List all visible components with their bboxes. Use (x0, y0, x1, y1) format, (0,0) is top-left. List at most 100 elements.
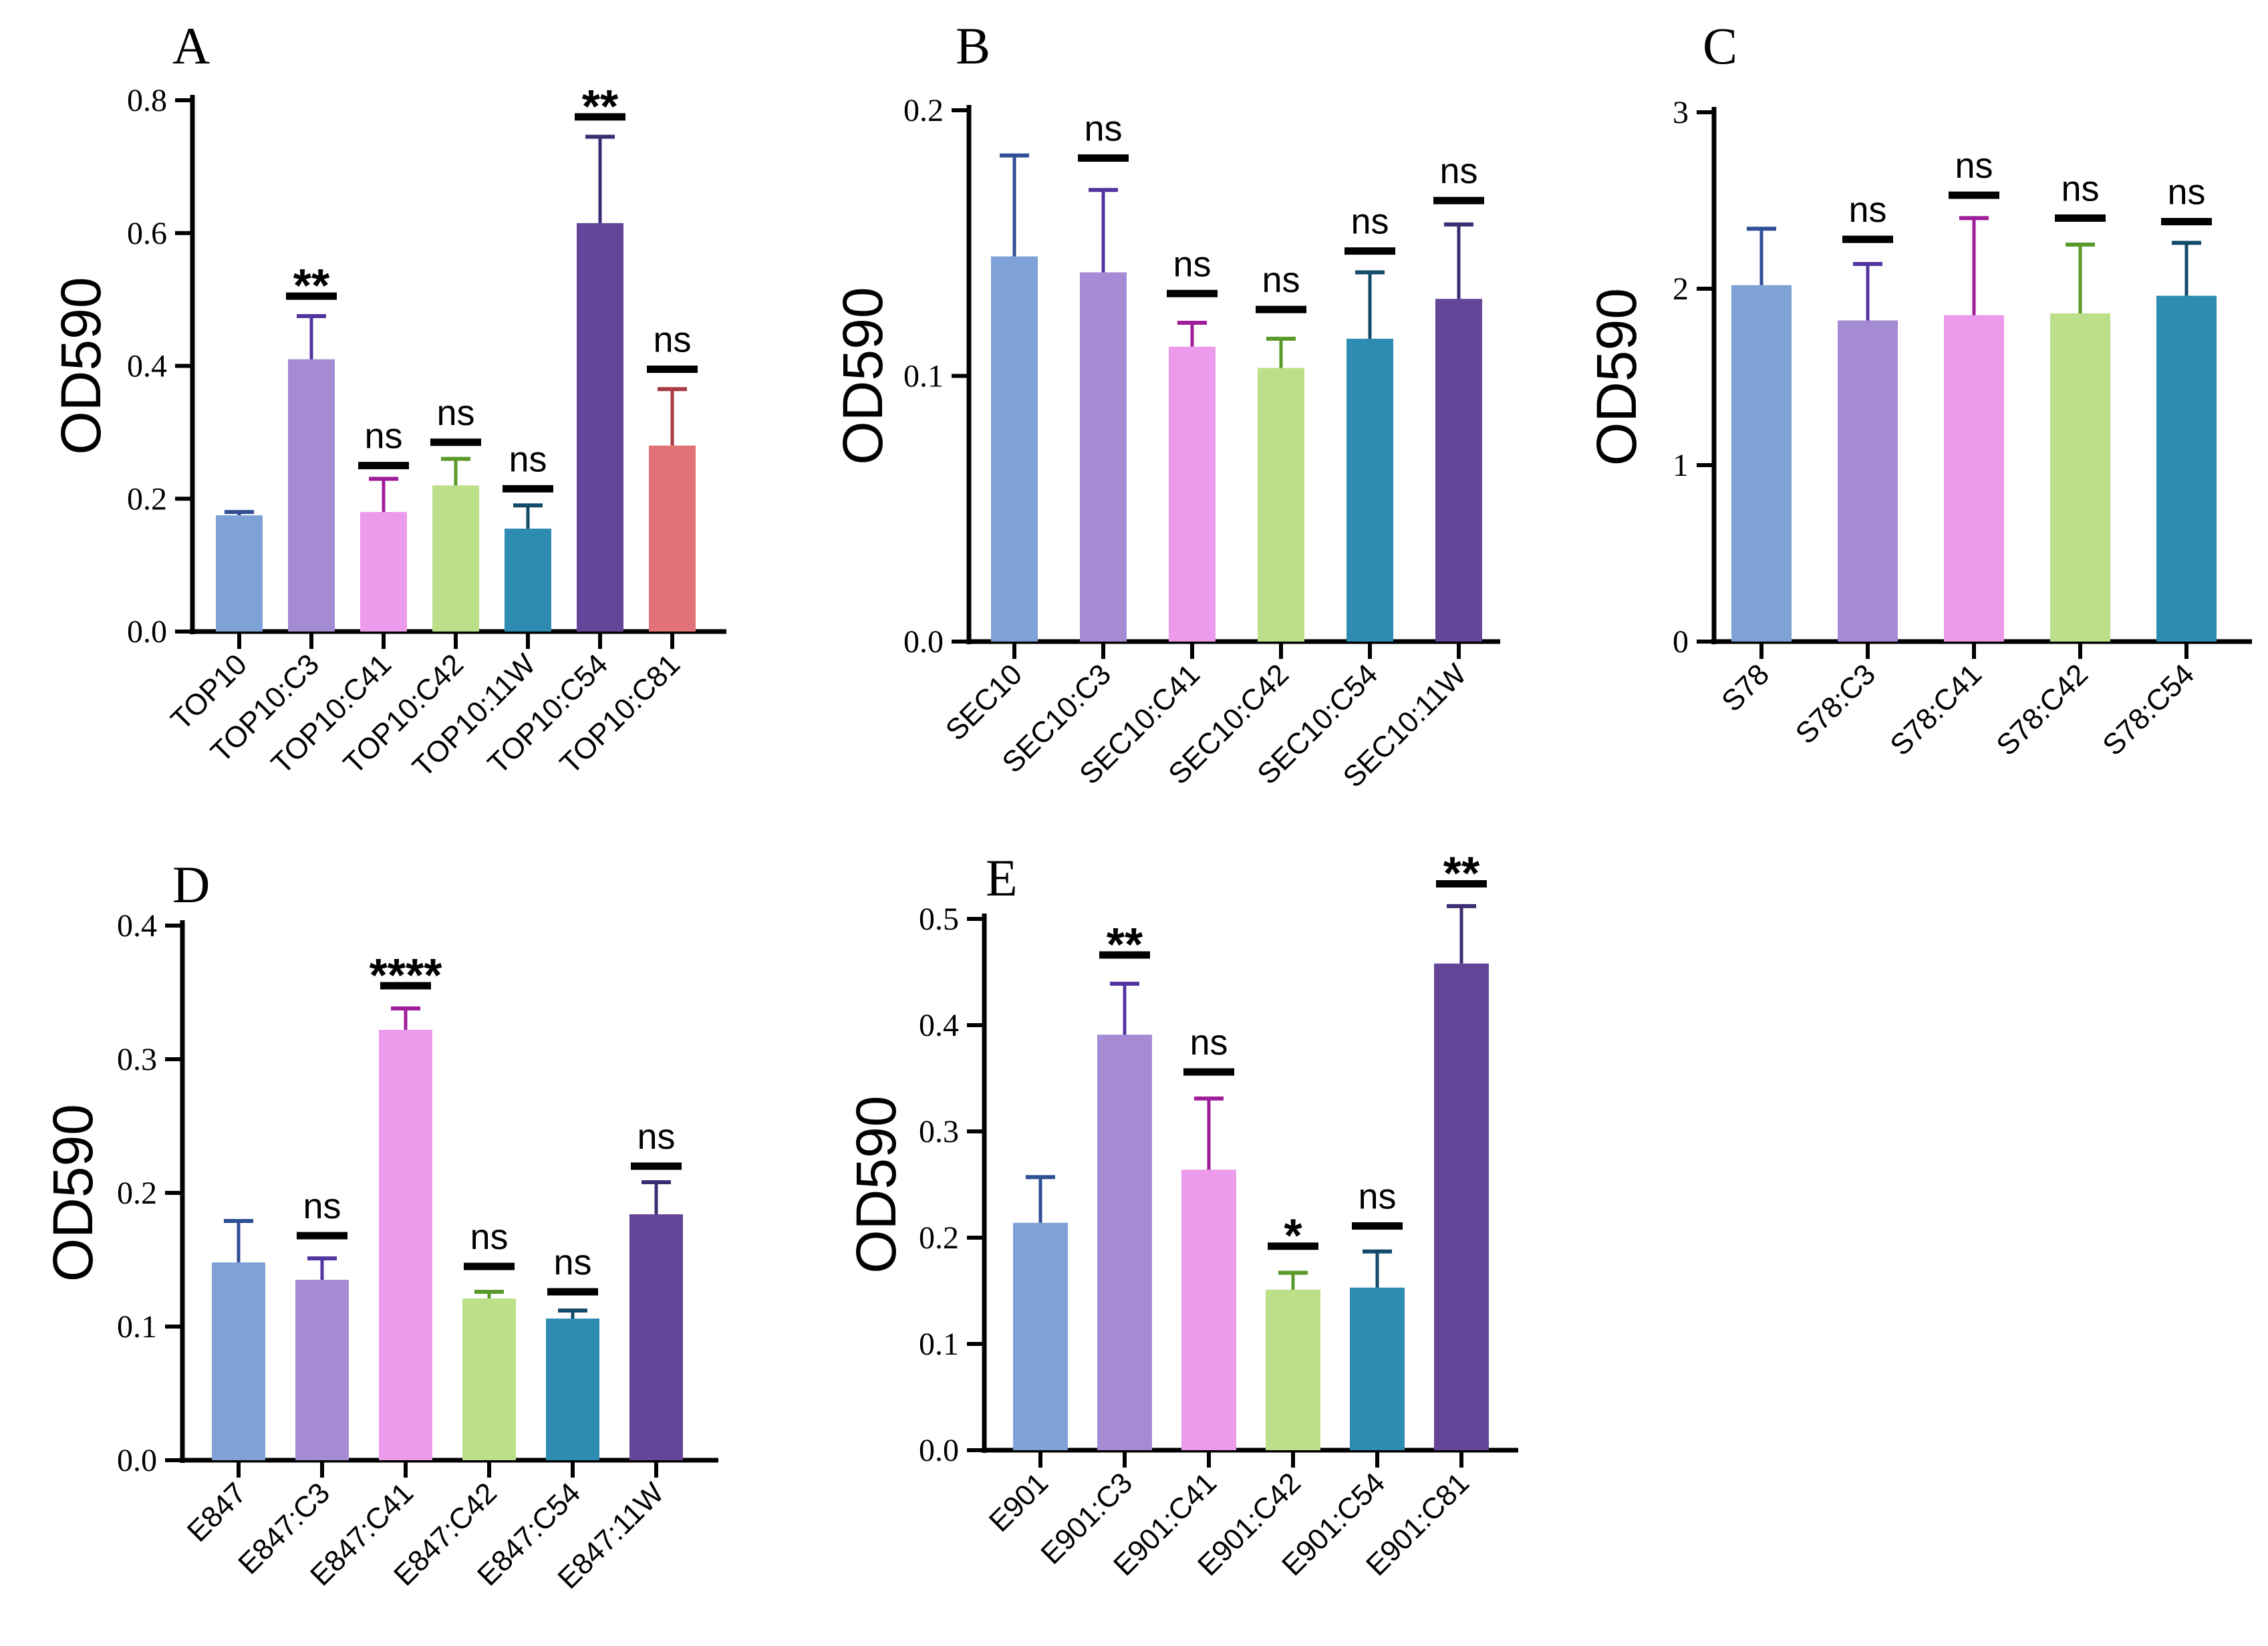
y-tick-label: 0.0 (117, 1443, 157, 1478)
significance-label: * (1284, 1210, 1302, 1262)
panel-a: AOD5900.00.20.40.60.8TOP10TOP10:C3**TOP1… (49, 17, 726, 783)
significance-label: **** (370, 949, 443, 1001)
bar (1266, 1289, 1320, 1450)
y-tick-label: 0.0 (127, 614, 167, 650)
y-axis-label: OD590 (845, 1095, 907, 1273)
bar (216, 515, 263, 632)
y-tick-label: 0 (1673, 624, 1689, 660)
x-tick-label: S78:C3 (1790, 658, 1882, 750)
y-tick-label: 0.0 (919, 1433, 959, 1468)
significance-label: ns (653, 319, 691, 360)
bar (1097, 1035, 1152, 1450)
x-tick-label: E901 (983, 1466, 1054, 1538)
y-tick-label: 2 (1673, 271, 1689, 307)
y-tick-label: 0.1 (919, 1327, 959, 1362)
y-tick-label: 0.8 (127, 83, 167, 118)
bar (1080, 272, 1127, 642)
panel-letter: B (956, 17, 990, 75)
bar (1838, 320, 1898, 642)
significance-label: ns (470, 1217, 508, 1257)
significance-label: ns (1262, 260, 1300, 300)
bar (2156, 295, 2217, 642)
bar (1169, 346, 1216, 642)
x-tick-label: SEC10 (940, 658, 1028, 746)
significance-label: ns (303, 1186, 341, 1226)
x-tick-label: S78:C41 (1884, 658, 1988, 762)
panel-letter: C (1703, 17, 1737, 75)
significance-label: ns (1351, 202, 1389, 242)
panel-b: BOD5900.00.10.2SEC10SEC10:C3nsSEC10:C41n… (831, 17, 1500, 794)
x-tick-label: S78:C54 (2096, 658, 2201, 762)
x-tick-label: E847 (181, 1476, 253, 1548)
panel-d: DOD5900.00.10.20.30.4E847E847:C3nsE847:C… (41, 855, 718, 1595)
significance-label: ns (553, 1242, 591, 1282)
bar (1350, 1287, 1405, 1450)
y-tick-label: 0.4 (919, 1008, 959, 1043)
y-tick-label: 0.6 (127, 216, 167, 251)
panel-c: C OD590 0 1 2 3 S78 S78:C3 ns S78:C41 ns S78:C42 ns S… (1585, 17, 2252, 762)
bar (1181, 1170, 1236, 1450)
significance-label: ns (1439, 151, 1477, 191)
y-tick-label: 0.2 (903, 93, 944, 128)
y-tick-label: 0.2 (127, 481, 167, 517)
significance-label: ns (1358, 1177, 1396, 1217)
bar (629, 1214, 683, 1460)
y-tick-label: 0.0 (903, 624, 944, 660)
y-tick-label: 1 (1673, 448, 1689, 483)
y-tick-label: 3 (1673, 95, 1689, 130)
y-axis-label: OD590 (1585, 288, 1648, 466)
panel-letter: D (172, 855, 210, 914)
significance-label: ns (1084, 109, 1122, 149)
y-axis-label: OD590 (41, 1104, 104, 1282)
bar (649, 445, 696, 632)
bar (577, 223, 623, 632)
significance-label: ** (1107, 918, 1143, 970)
y-tick-label: 0.4 (117, 908, 157, 944)
y-tick-label: 0.2 (919, 1220, 959, 1256)
panel-letter: A (172, 17, 210, 75)
bar (1944, 315, 2004, 642)
significance-label: ns (2167, 172, 2205, 213)
significance-label: ns (364, 416, 402, 456)
y-tick-label: 0.2 (117, 1176, 157, 1211)
significance-label: ns (637, 1117, 675, 1157)
significance-label: ns (1955, 146, 1993, 186)
x-tick-label: S78 (1715, 658, 1776, 718)
bar (1346, 338, 1393, 642)
significance-label: ns (1173, 244, 1211, 284)
bar (462, 1298, 516, 1460)
y-tick-label: 0.3 (117, 1042, 157, 1077)
bar (288, 359, 335, 632)
y-axis-label: OD590 (49, 277, 112, 454)
y-tick-label: 0.1 (903, 359, 944, 394)
significance-label: ** (1443, 847, 1480, 900)
bar (1258, 368, 1304, 642)
significance-label: ns (436, 393, 474, 433)
x-tick-label: S78:C42 (1990, 658, 2094, 762)
bar (546, 1319, 599, 1460)
significance-label: ns (1189, 1022, 1228, 1063)
bar (212, 1262, 265, 1460)
bar (1434, 963, 1489, 1450)
bar (432, 485, 479, 632)
y-tick-label: 0.5 (919, 902, 959, 937)
bar (295, 1280, 349, 1460)
panel-letter: E (986, 849, 1018, 907)
bar (360, 512, 407, 632)
bar (2050, 313, 2110, 642)
significance-label: ns (509, 439, 547, 479)
bar (379, 1030, 432, 1460)
y-tick-label: 0.4 (127, 349, 167, 384)
bar (1013, 1222, 1068, 1450)
y-tick-label: 0.1 (117, 1309, 157, 1345)
bar (505, 528, 551, 632)
bar (991, 256, 1038, 642)
significance-label: ** (293, 259, 330, 311)
bar (1435, 299, 1482, 642)
significance-label: ns (2061, 168, 2099, 209)
significance-label: ns (1848, 190, 1886, 230)
y-tick-label: 0.3 (919, 1114, 959, 1149)
significance-label: ** (582, 80, 619, 132)
bar (1731, 285, 1792, 642)
